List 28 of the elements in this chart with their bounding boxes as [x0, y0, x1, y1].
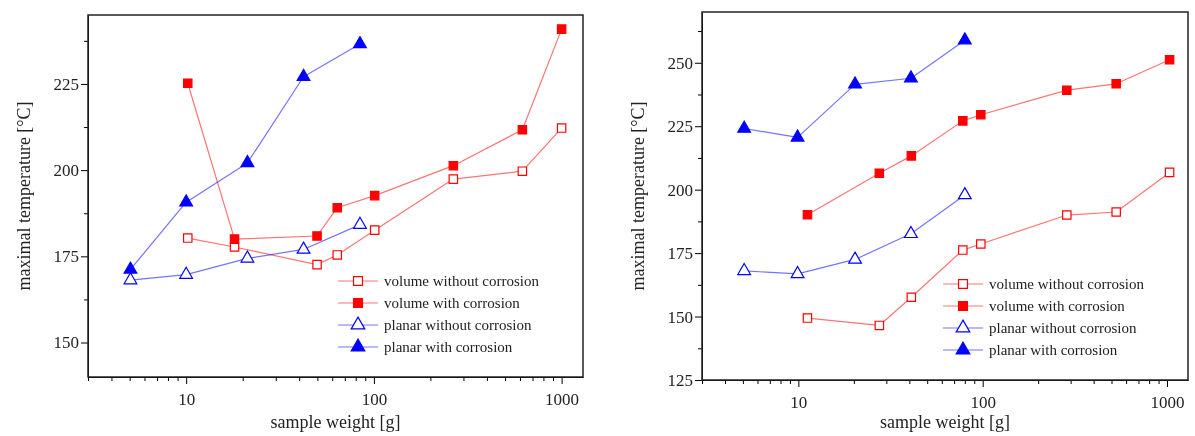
legend-label: planar without corrosion [384, 317, 532, 334]
y-tick-label: 175 [53, 247, 79, 267]
x-tick-label: 10 [178, 389, 196, 409]
x-axis-title: sample weight [g] [270, 412, 401, 432]
y-tick-label: 200 [667, 180, 693, 200]
x-tick-label: 100 [361, 389, 388, 409]
x-tick-label: 1000 [545, 389, 580, 409]
y-tick-label: 225 [53, 74, 79, 94]
y-tick-label: 200 [53, 161, 79, 181]
x-tick-label: 10 [790, 392, 808, 412]
y-tick-label: 150 [667, 307, 693, 327]
y-tick-label: 125 [667, 370, 693, 390]
legend-label: volume with corrosion [384, 295, 521, 312]
legend-label: planar with corrosion [384, 339, 513, 356]
x-tick-label: 100 [970, 392, 996, 412]
x-axis-title: sample weight [g] [880, 412, 1010, 432]
y-axis-title: maximal temperature [°C] [628, 101, 648, 291]
x-tick-label: 1000 [1150, 392, 1185, 412]
legend-label: planar without corrosion [989, 320, 1137, 337]
y-tick-label: 250 [667, 53, 693, 73]
y-tick-label: 225 [667, 117, 693, 137]
y-tick-label: 175 [667, 244, 693, 264]
legend-label: volume with corrosion [989, 298, 1126, 315]
legend-label: planar with corrosion [989, 342, 1118, 359]
legend-label: volume without corrosion [384, 273, 540, 290]
y-axis-title: maximal temperature [°C] [14, 101, 34, 291]
y-tick-label: 150 [53, 333, 79, 353]
legend-label: volume without corrosion [989, 276, 1145, 293]
